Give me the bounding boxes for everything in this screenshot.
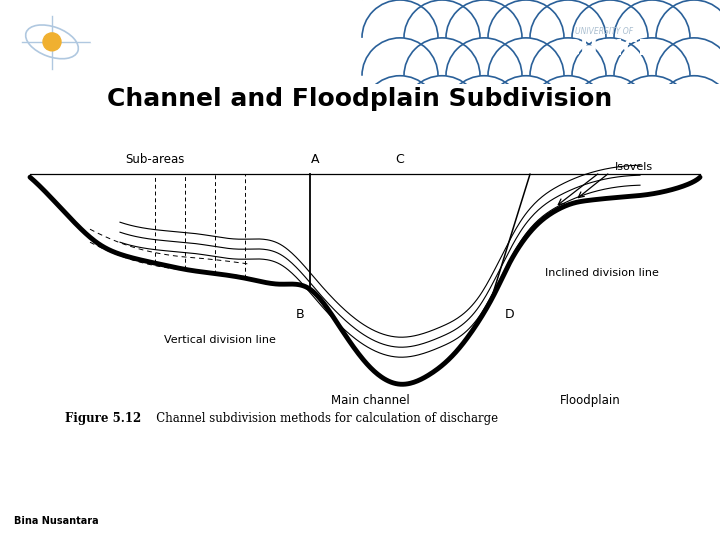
Circle shape [43, 33, 61, 51]
Text: C: C [395, 153, 405, 166]
Text: Sub-areas: Sub-areas [125, 153, 185, 166]
Text: Main channel: Main channel [330, 394, 410, 407]
Text: B: B [296, 307, 305, 321]
Text: Floodplain: Floodplain [559, 394, 621, 407]
Text: D: D [505, 308, 515, 321]
Text: Figure 5.12: Figure 5.12 [65, 412, 141, 425]
Text: UNIVERSITY OF: UNIVERSITY OF [575, 28, 633, 36]
Text: Inclined division line: Inclined division line [545, 268, 659, 278]
Text: Bina Nusantara: Bina Nusantara [14, 516, 99, 526]
Text: Channel subdivision methods for calculation of discharge: Channel subdivision methods for calculat… [145, 412, 498, 425]
Text: Isovels: Isovels [615, 162, 653, 172]
Text: UNIVERSITY: UNIVERSITY [155, 41, 212, 51]
Text: A: A [311, 153, 319, 166]
Text: Channel and Floodplain Subdivision: Channel and Floodplain Subdivision [107, 87, 613, 111]
Text: Vertical division line: Vertical division line [164, 334, 276, 345]
Text: BINUS: BINUS [88, 29, 156, 48]
Text: CHOICE: CHOICE [565, 39, 652, 59]
